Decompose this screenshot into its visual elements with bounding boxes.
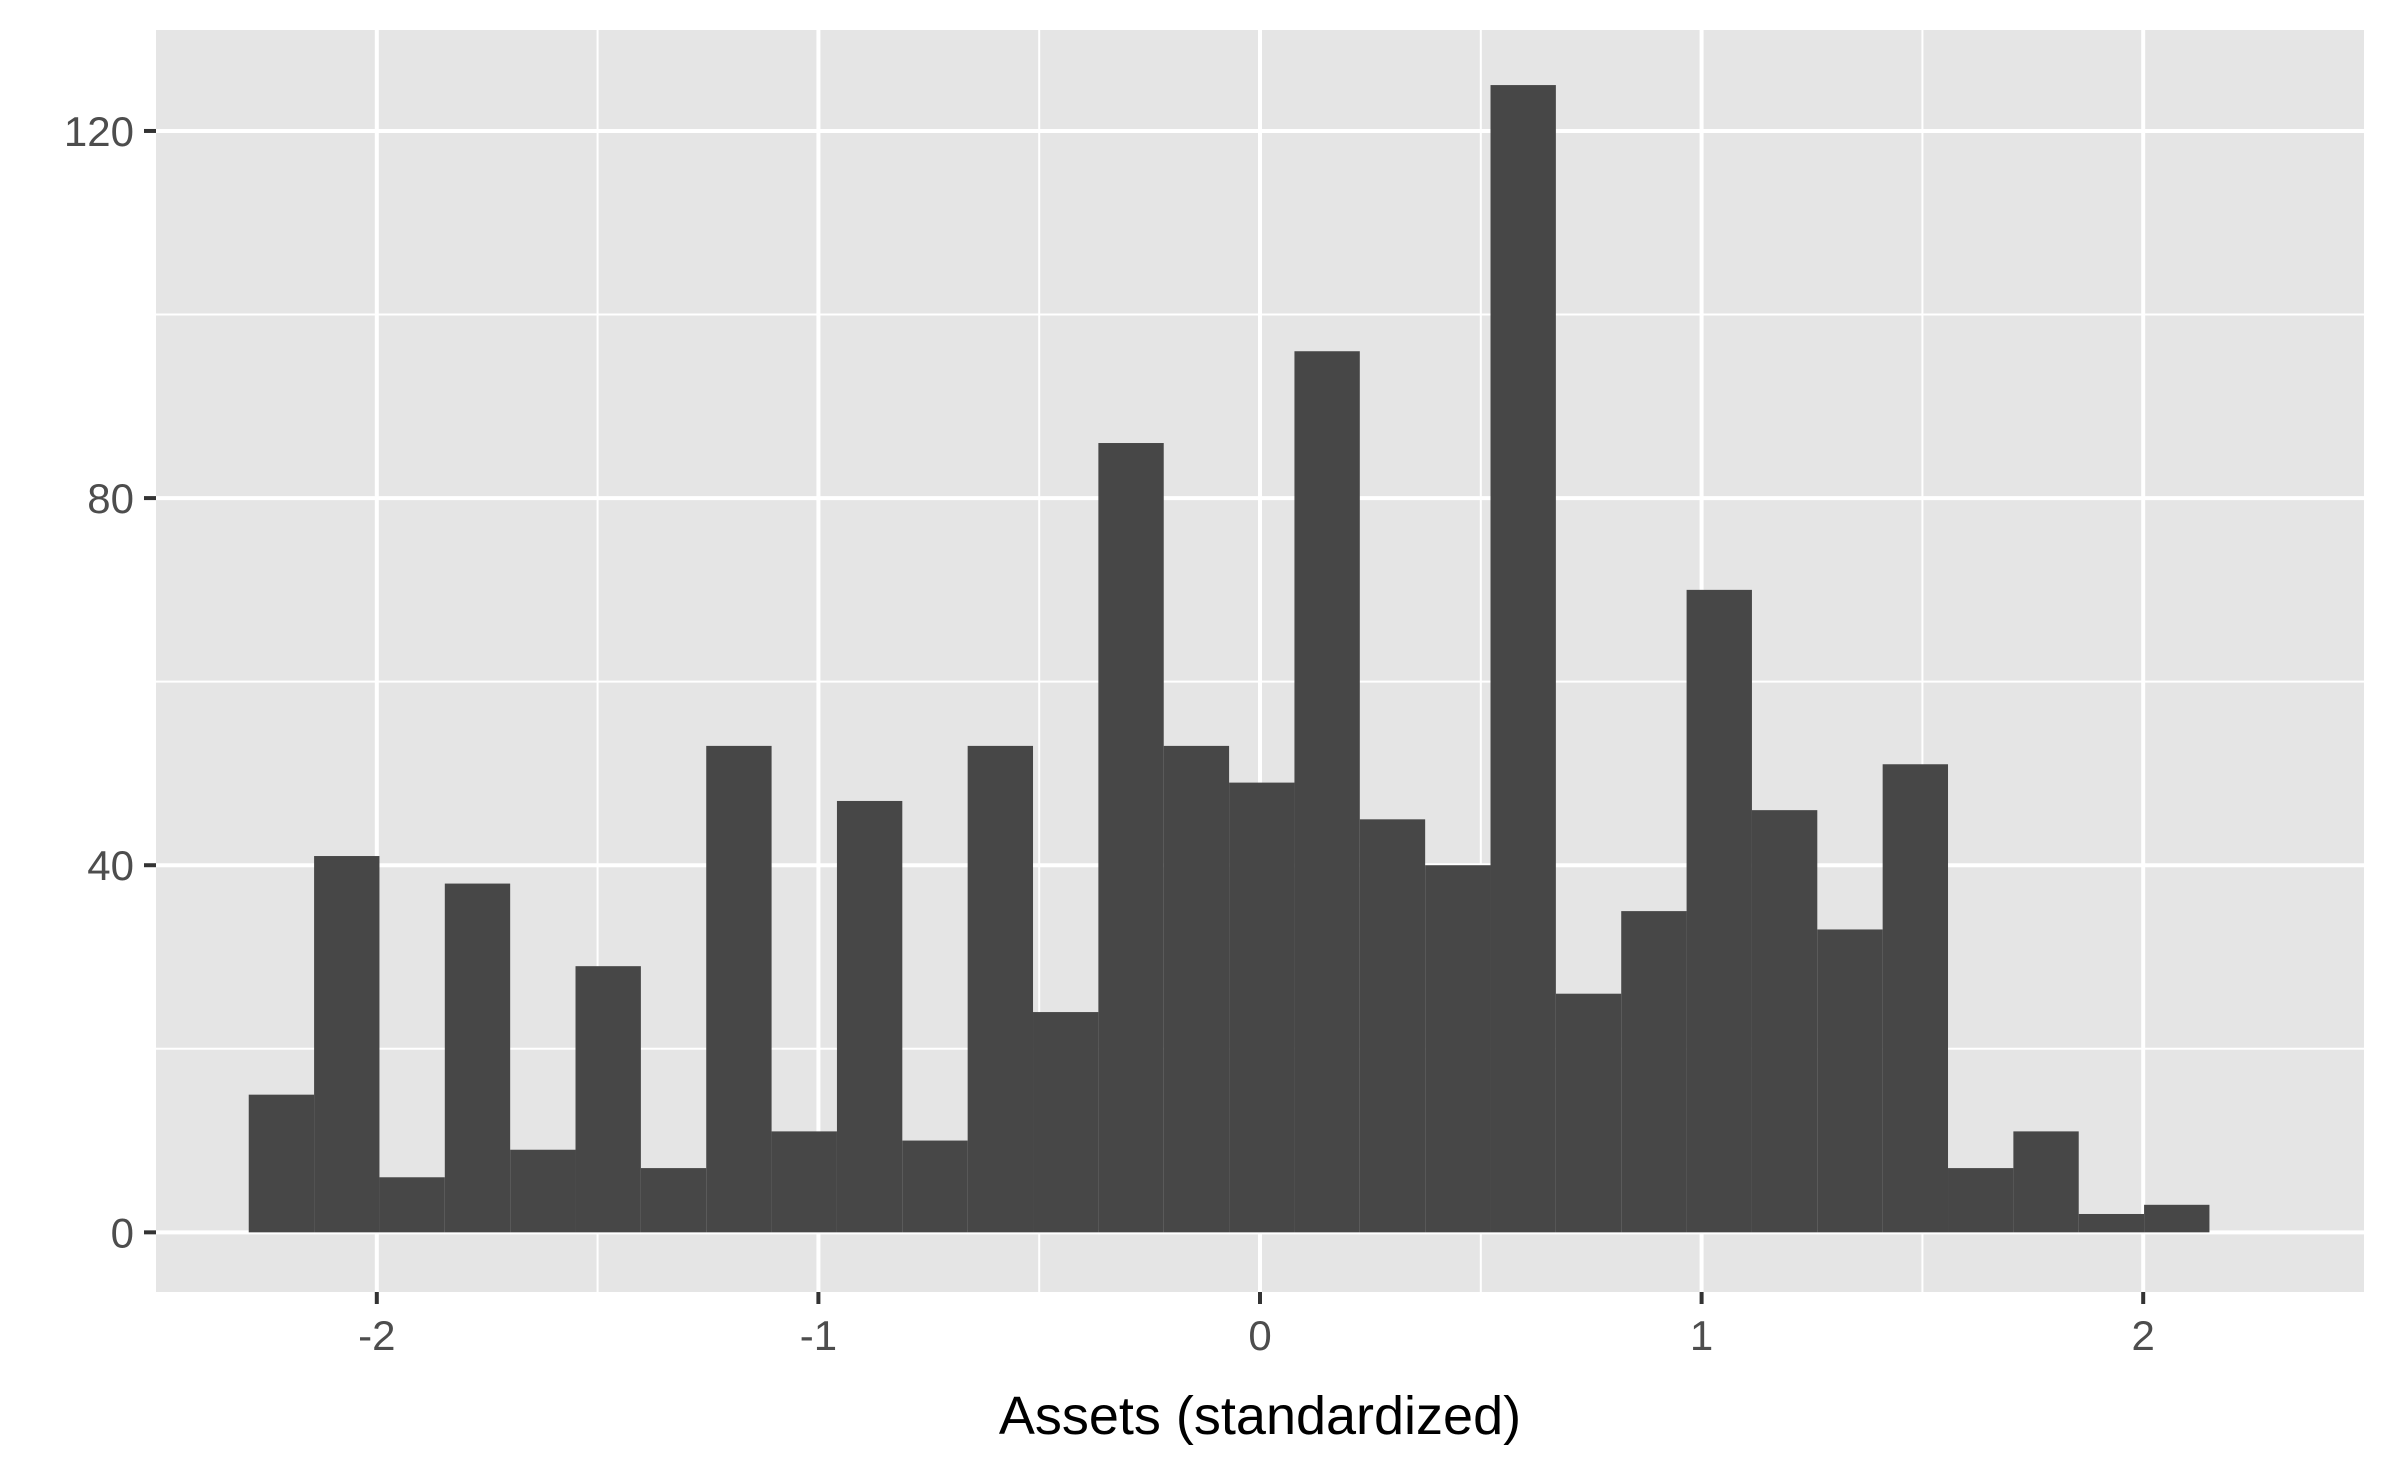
x-tick-label: 0: [1248, 1312, 1271, 1359]
histogram-bar: [1490, 85, 1556, 1233]
histogram-bar: [1817, 929, 1883, 1233]
y-tick-label: 40: [87, 842, 134, 889]
histogram-bar: [640, 1168, 707, 1233]
histogram-bar: [967, 745, 1034, 1233]
histogram-bar: [1948, 1168, 2014, 1233]
x-tick-label: -2: [358, 1312, 395, 1359]
histogram-bar: [248, 1094, 315, 1233]
histogram-bar: [1098, 443, 1164, 1233]
histogram-bar: [2078, 1213, 2145, 1233]
histogram-bar: [575, 966, 641, 1233]
histogram-bar: [1229, 782, 1295, 1233]
x-axis: -2 -1 0 1 2: [358, 1292, 2155, 1359]
histogram-bar: [1751, 810, 1818, 1233]
histogram-bar: [1686, 589, 1752, 1233]
histogram-bar: [1163, 745, 1230, 1233]
histogram-bar: [771, 1131, 837, 1233]
histogram-bar: [1882, 764, 1949, 1233]
histogram-bar: [836, 800, 903, 1233]
x-axis-title: Assets (standardized): [999, 1386, 1521, 1446]
histogram-bar: [706, 745, 772, 1233]
histogram-bar: [444, 883, 511, 1233]
histogram-bar: [314, 856, 380, 1233]
histogram-bar: [2013, 1131, 2079, 1233]
histogram-bar: [1621, 911, 1687, 1233]
x-tick-label: -1: [800, 1312, 837, 1359]
histogram-bar: [1425, 865, 1491, 1233]
histogram-bar: [1033, 1012, 1099, 1233]
y-tick-label: 0: [111, 1209, 134, 1256]
histogram-bar: [2144, 1204, 2210, 1233]
histogram-bar: [1294, 351, 1360, 1233]
y-tick-label: 80: [87, 475, 134, 522]
histogram-bar: [510, 1149, 576, 1233]
histogram-bar: [1555, 993, 1622, 1233]
y-tick-label: 120: [64, 108, 134, 155]
histogram-bar: [1359, 819, 1426, 1233]
x-tick-label: 1: [1690, 1312, 1713, 1359]
x-tick-label: 2: [2132, 1312, 2155, 1359]
histogram-bars: [248, 85, 2210, 1233]
y-axis: 0 40 80 120: [64, 108, 156, 1256]
histogram-bar: [379, 1177, 445, 1233]
histogram-bar: [902, 1140, 968, 1233]
